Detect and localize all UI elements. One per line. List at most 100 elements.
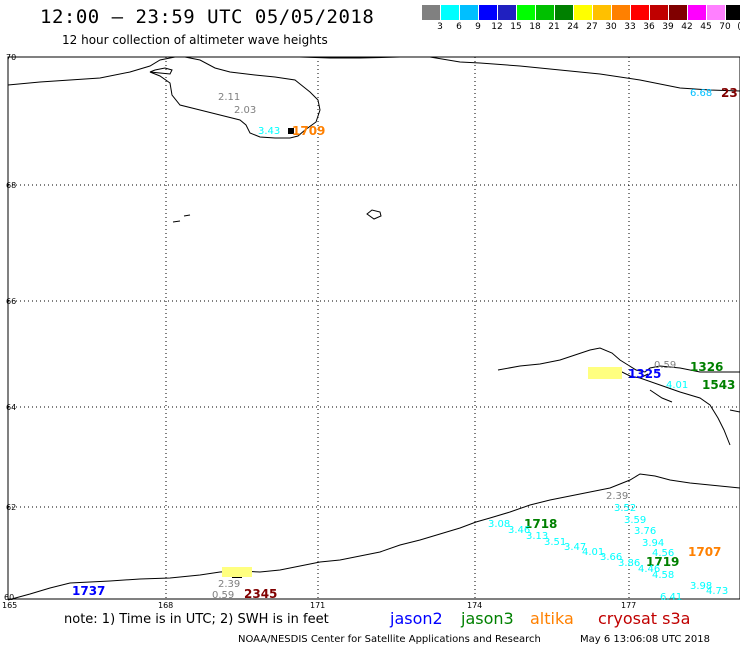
swh-value: 4.46 [638, 564, 660, 575]
legend-cryosat: cryosat s3a [598, 609, 691, 628]
generated-timestamp: May 6 13:06:08 UTC 2018 [580, 634, 710, 645]
latitude-gridlines [8, 184, 740, 508]
scale-swatch [536, 5, 555, 20]
scale-label: (ft) [737, 22, 740, 32]
scale-swatch [498, 5, 517, 20]
scale-label: 27 [586, 22, 598, 32]
longitude-gridlines [165, 57, 630, 599]
scale-label: 18 [529, 22, 541, 32]
lon-label: 177 [621, 601, 636, 610]
scale-label: 33 [624, 22, 636, 32]
legend-jason3: jason3 [461, 609, 514, 628]
scale-label: 12 [491, 22, 503, 32]
scale-swatch [650, 5, 669, 20]
swh-value: 4.58 [652, 570, 674, 581]
scale-label: 9 [475, 22, 481, 32]
time-label: 1719 [646, 555, 679, 569]
scale-swatch [555, 5, 574, 20]
scale-swatch [441, 5, 460, 20]
scale-label: 36 [643, 22, 655, 32]
latitude-labels: 70 68 66 64 62 60 [4, 53, 16, 602]
scale-swatch [479, 5, 498, 20]
swh-value: 3.51 [544, 537, 566, 548]
swh-value: 4.01 [582, 547, 604, 558]
lat-label: 60 [4, 593, 14, 602]
scale-swatch [726, 5, 740, 20]
lat-label: 66 [6, 297, 16, 306]
scale-swatch [631, 5, 650, 20]
legend-jason2: jason2 [390, 609, 443, 628]
scale-label: 70 [719, 22, 731, 32]
swh-value: 3.94 [642, 538, 664, 549]
scale-label: 21 [548, 22, 560, 32]
swh-value: 3.52 [614, 503, 636, 514]
scale-label: 24 [567, 22, 579, 32]
lat-label: 68 [6, 181, 16, 190]
swh-value: 2.11 [218, 92, 240, 103]
swh-value: 2.03 [234, 105, 256, 116]
scale-label: 15 [510, 22, 522, 32]
swh-value: 3.86 [618, 558, 640, 569]
swh-value: 2.39 [218, 579, 240, 590]
time-label: 2345 [244, 587, 277, 601]
wave-height-observations: 2.11 2.03 3.43 1709 6.68 23 0.59 1326 13… [72, 86, 738, 603]
footer-note: note: 1) Time is in UTC; 2) SWH is in fe… [64, 612, 329, 627]
swh-value: 6.41 [660, 592, 682, 603]
swh-value: 3.98 [690, 581, 712, 592]
map-subtitle: 12 hour collection of altimeter wave hei… [62, 33, 328, 47]
legend-altika: altika [530, 609, 574, 628]
lon-label: 168 [158, 601, 173, 610]
map-title: 12:00 – 23:59 UTC 05/05/2018 [40, 6, 375, 28]
swh-value: 3.08 [488, 519, 510, 530]
lon-label: 165 [2, 601, 17, 610]
time-label: 1737 [72, 584, 105, 598]
swh-value: 3.46 [508, 525, 530, 536]
swh-value: 4.56 [652, 548, 674, 559]
swh-value: 4.73 [706, 586, 728, 597]
time-label: 1707 [688, 545, 721, 559]
lat-label: 64 [6, 403, 16, 412]
scale-swatch [517, 5, 536, 20]
longitude-labels: 165 168 171 174 177 [2, 601, 636, 610]
time-label: 1718 [524, 517, 557, 531]
scale-label: 42 [681, 22, 693, 32]
swh-value: 2.39 [606, 491, 628, 502]
lat-label: 62 [6, 503, 16, 512]
time-label: 1709 [292, 124, 325, 138]
coastline [7, 56, 740, 601]
swh-value: 4.01 [666, 380, 688, 391]
scale-swatch [460, 5, 479, 20]
swh-value: 3.43 [258, 126, 280, 137]
lat-label: 70 [6, 53, 16, 62]
track-markers [232, 128, 294, 578]
scale-swatch [669, 5, 688, 20]
swh-value: 0.59 [654, 360, 676, 371]
scale-swatch [574, 5, 593, 20]
scale-swatch [612, 5, 631, 20]
time-label: 1543 [702, 378, 735, 392]
scale-swatch [593, 5, 612, 20]
swh-value: 3.13 [526, 531, 548, 542]
credit-line: NOAA/NESDIS Center for Satellite Applica… [238, 634, 541, 645]
time-label: 1326 [690, 360, 723, 374]
scale-label: 39 [662, 22, 674, 32]
scale-label: 3 [437, 22, 443, 32]
color-scale [422, 5, 740, 21]
lon-label: 171 [310, 601, 325, 610]
time-label: 23 [721, 86, 738, 100]
swh-value: 3.66 [600, 552, 622, 563]
scale-swatch [688, 5, 707, 20]
swh-value: 0.59 [212, 590, 234, 601]
map-frame [7, 56, 740, 600]
scale-label: 6 [456, 22, 462, 32]
scale-label: 45 [700, 22, 712, 32]
swh-value: 6.68 [690, 88, 712, 99]
lon-label: 174 [467, 601, 482, 610]
swh-value: 3.59 [624, 515, 646, 526]
scale-label: 30 [605, 22, 617, 32]
scale-swatch [422, 5, 441, 20]
swh-value: 3.47 [564, 542, 586, 553]
scale-swatch [707, 5, 726, 20]
